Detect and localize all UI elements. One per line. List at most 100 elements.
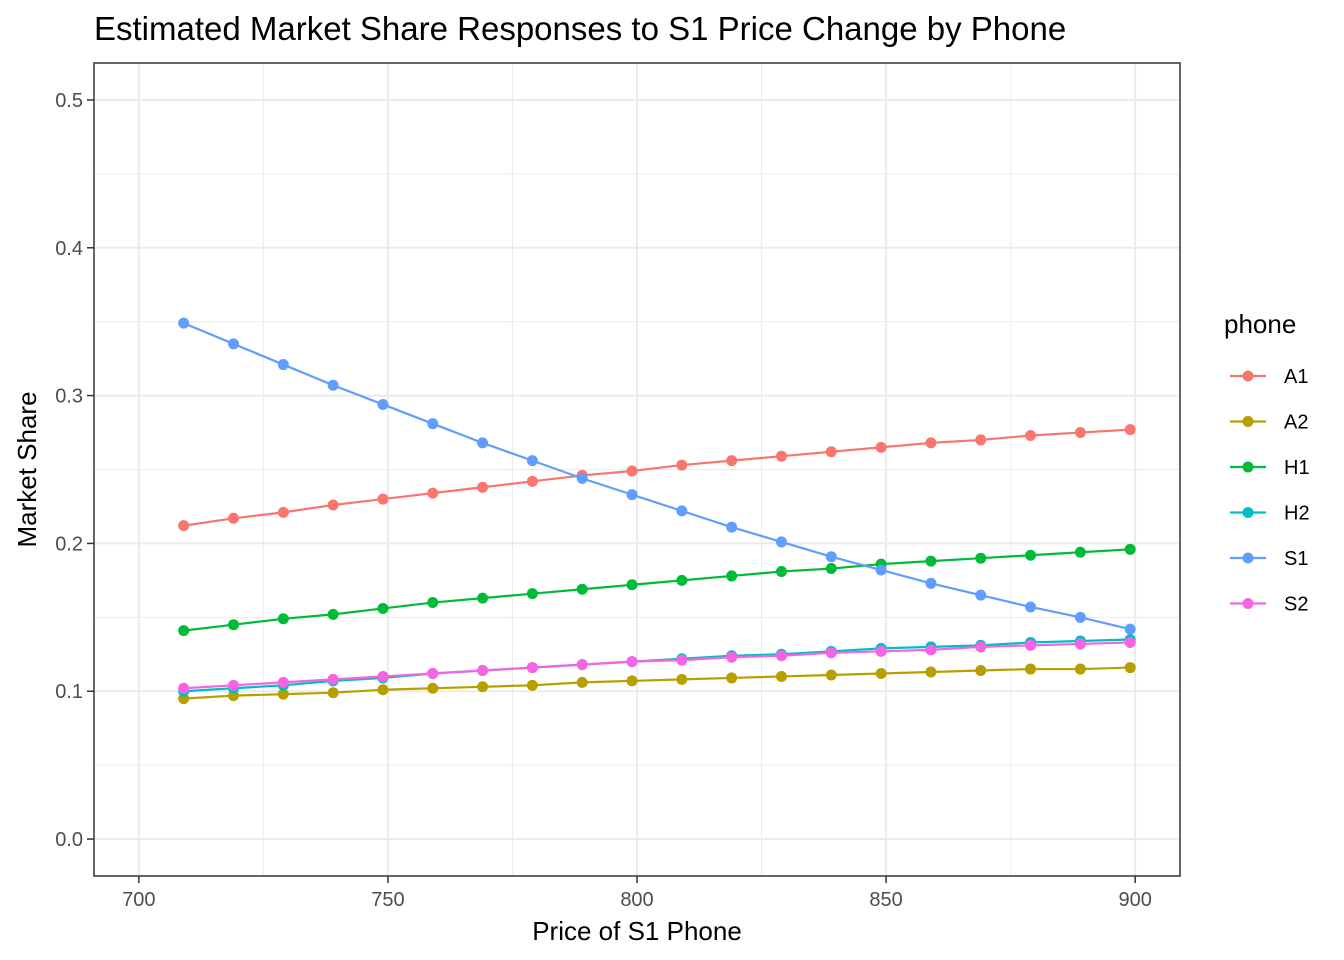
data-point-a1 bbox=[1025, 430, 1037, 442]
data-point-h1 bbox=[1074, 546, 1086, 558]
legend-item-a2: A2 bbox=[1230, 412, 1308, 434]
data-point-a1 bbox=[975, 434, 987, 446]
series-line-a2 bbox=[183, 666, 1131, 700]
data-point-h1 bbox=[825, 563, 837, 575]
data-point-a2 bbox=[726, 672, 738, 684]
data-point-s2 bbox=[825, 647, 837, 659]
data-point-a1 bbox=[726, 455, 738, 467]
data-point-a2 bbox=[925, 666, 937, 678]
legend-item-h2: H2 bbox=[1230, 503, 1310, 525]
data-point-a2 bbox=[277, 688, 289, 700]
data-point-h1 bbox=[377, 602, 389, 614]
legend-key-point bbox=[1242, 370, 1254, 382]
data-point-a2 bbox=[1074, 663, 1086, 675]
data-point-s2 bbox=[277, 676, 289, 688]
data-point-s2 bbox=[477, 665, 489, 677]
chart-title: Estimated Market Share Responses to S1 P… bbox=[94, 10, 1066, 47]
data-point-s2 bbox=[726, 651, 738, 663]
data-point-s2 bbox=[676, 654, 688, 666]
data-point-a1 bbox=[178, 520, 190, 532]
x-tick-label: 800 bbox=[620, 889, 653, 911]
data-point-a1 bbox=[676, 459, 688, 471]
data-point-s2 bbox=[626, 656, 638, 668]
data-point-s1 bbox=[327, 379, 339, 391]
data-point-s1 bbox=[178, 317, 190, 329]
series-a1 bbox=[178, 424, 1136, 532]
data-point-h1 bbox=[925, 555, 937, 567]
data-point-h1 bbox=[477, 592, 489, 604]
data-point-a2 bbox=[377, 684, 389, 696]
data-point-s2 bbox=[427, 667, 439, 679]
legend-label: H1 bbox=[1284, 457, 1310, 479]
series-line-s1 bbox=[183, 322, 1131, 631]
plot-panel bbox=[93, 62, 1181, 877]
legend: phone A1 A2 H1 H2 S1 S2 bbox=[1224, 309, 1310, 616]
data-point-a2 bbox=[526, 679, 538, 691]
series-h1 bbox=[178, 543, 1136, 637]
data-point-s1 bbox=[1025, 601, 1037, 613]
data-point-s1 bbox=[626, 489, 638, 501]
data-point-a1 bbox=[825, 446, 837, 458]
data-point-a1 bbox=[875, 441, 887, 453]
data-point-s2 bbox=[925, 644, 937, 656]
x-axis: 700 750 800 850 900 bbox=[122, 876, 1152, 911]
data-point-s2 bbox=[178, 682, 190, 694]
data-point-s2 bbox=[526, 662, 538, 674]
data-point-a2 bbox=[427, 682, 439, 694]
legend-label: A2 bbox=[1284, 412, 1308, 434]
data-point-s1 bbox=[875, 564, 887, 576]
series-line-s2 bbox=[183, 641, 1131, 690]
data-point-s2 bbox=[975, 641, 987, 653]
data-point-a1 bbox=[277, 506, 289, 518]
y-tick-label: 0.2 bbox=[55, 533, 83, 555]
legend-item-h1: H1 bbox=[1230, 457, 1310, 479]
data-point-s1 bbox=[676, 505, 688, 517]
data-point-h1 bbox=[626, 579, 638, 591]
data-point-s2 bbox=[1124, 636, 1136, 648]
data-point-s2 bbox=[576, 659, 588, 671]
data-point-s1 bbox=[277, 359, 289, 371]
legend-label: S2 bbox=[1284, 594, 1308, 616]
data-point-s2 bbox=[327, 673, 339, 685]
legend-key-point bbox=[1242, 416, 1254, 427]
data-point-s1 bbox=[477, 437, 489, 449]
data-point-a1 bbox=[925, 437, 937, 449]
data-point-a1 bbox=[526, 475, 538, 487]
legend-label: H2 bbox=[1284, 503, 1310, 525]
data-point-a2 bbox=[875, 667, 887, 679]
data-point-s2 bbox=[377, 670, 389, 682]
y-axis-title: Market Share bbox=[12, 391, 42, 547]
data-point-s2 bbox=[775, 650, 787, 662]
y-tick-label: 0.4 bbox=[55, 238, 83, 260]
data-point-h1 bbox=[178, 625, 190, 637]
data-point-a2 bbox=[477, 681, 489, 693]
data-point-a2 bbox=[1025, 663, 1037, 675]
data-point-h1 bbox=[975, 552, 987, 564]
data-point-s1 bbox=[427, 418, 439, 430]
legend-label: S1 bbox=[1284, 548, 1308, 570]
data-point-a1 bbox=[377, 493, 389, 505]
data-point-a1 bbox=[626, 465, 638, 477]
data-point-s1 bbox=[377, 398, 389, 410]
data-point-h1 bbox=[227, 619, 239, 631]
data-point-a2 bbox=[975, 665, 987, 677]
series-s1 bbox=[178, 317, 1136, 635]
data-point-h1 bbox=[1025, 549, 1037, 561]
data-point-a1 bbox=[1074, 427, 1086, 439]
data-point-s1 bbox=[227, 338, 239, 350]
data-point-s1 bbox=[975, 589, 987, 601]
x-tick-label: 750 bbox=[371, 889, 404, 911]
data-point-s1 bbox=[825, 551, 837, 563]
data-point-s1 bbox=[775, 536, 787, 548]
legend-key-point bbox=[1242, 507, 1254, 518]
series-line-h1 bbox=[183, 548, 1131, 632]
data-point-s1 bbox=[1124, 623, 1136, 635]
legend-key-point bbox=[1242, 461, 1254, 473]
legend-title: phone bbox=[1224, 309, 1296, 339]
legend-item-s1: S1 bbox=[1230, 548, 1308, 570]
y-tick-label: 0.1 bbox=[55, 681, 83, 703]
data-point-a2 bbox=[825, 669, 837, 681]
x-axis-title: Price of S1 Phone bbox=[532, 916, 742, 946]
x-tick-label: 700 bbox=[122, 889, 155, 911]
